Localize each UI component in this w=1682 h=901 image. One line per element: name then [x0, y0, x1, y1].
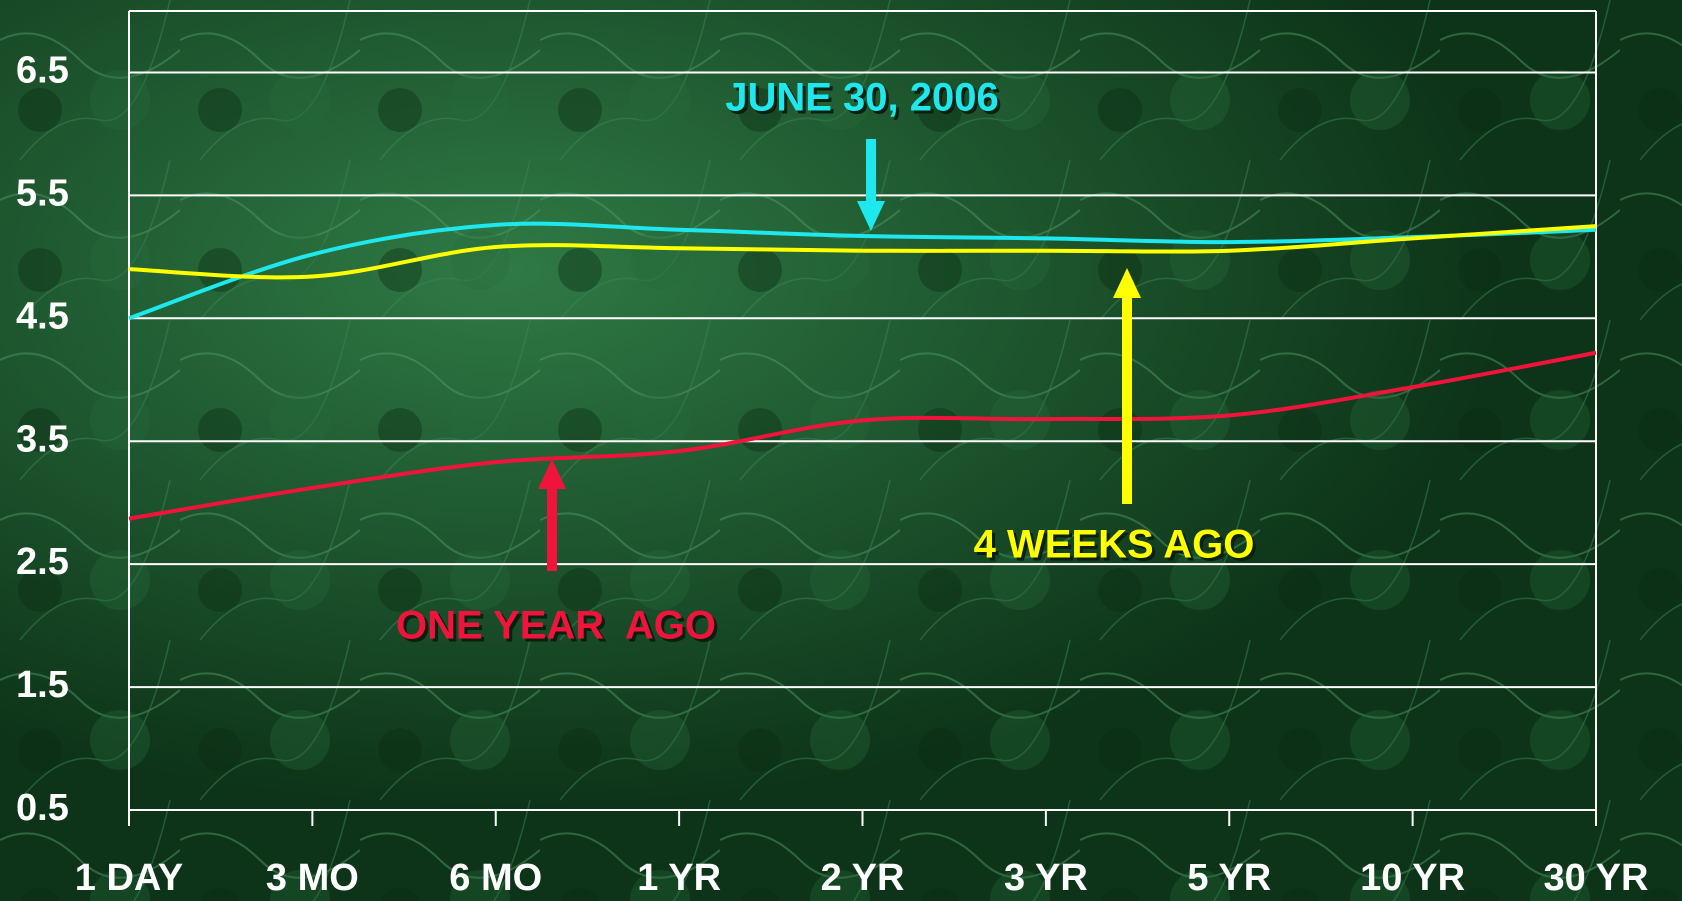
- series-label-shadow: 4 WEEKS AGO: [977, 526, 1258, 570]
- series-label-shadow: ONE YEAR AGO: [399, 607, 719, 651]
- x-tick-label: 10 YR: [1360, 857, 1465, 899]
- x-tick-label: 1 DAY: [75, 857, 183, 899]
- arrow-head: [857, 201, 885, 231]
- x-tick-label: 5 YR: [1187, 857, 1271, 899]
- series-label-shadow: JUNE 30, 2006: [728, 79, 1002, 123]
- y-tick-label: 0.5: [16, 787, 69, 829]
- series-line: [128, 224, 1597, 280]
- series-label: 4 WEEKS AGO: [974, 523, 1255, 567]
- y-tick-label: 3.5: [16, 418, 69, 460]
- y-tick-label: 4.5: [16, 295, 69, 337]
- arrow-head: [538, 459, 566, 489]
- arrow-head: [1113, 268, 1141, 298]
- y-tick-label: 5.5: [16, 172, 69, 214]
- x-tick-label: 6 MO: [449, 857, 542, 899]
- x-tick-label: 2 YR: [821, 857, 905, 899]
- x-tick-label: 3 MO: [266, 857, 359, 899]
- series-line: [128, 221, 1597, 321]
- x-tick-label: 30 YR: [1544, 857, 1649, 899]
- x-tick-label: 3 YR: [1004, 857, 1088, 899]
- series-line: [128, 350, 1597, 521]
- y-tick-label: 1.5: [16, 664, 69, 706]
- series-label: JUNE 30, 2006: [725, 76, 999, 120]
- y-tick-label: 6.5: [16, 49, 69, 91]
- x-tick-label: 1 YR: [637, 857, 721, 899]
- plot: 0.5 1.5 2.5 3.5 4.5 5.5 6.5 1 DAY 3 MO 6 MO 1 YR 2 …: [16, 10, 1649, 899]
- y-tick-label: 2.5: [16, 541, 69, 583]
- series-label: ONE YEAR AGO: [396, 604, 716, 648]
